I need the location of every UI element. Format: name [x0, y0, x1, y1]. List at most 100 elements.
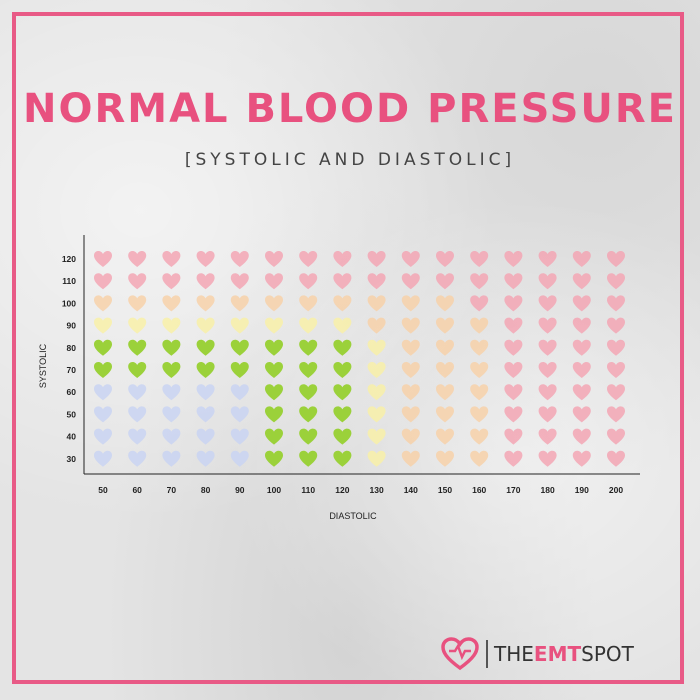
- heart-stage1: [470, 406, 489, 423]
- x-tick-label: 180: [541, 485, 555, 495]
- heart-high: [572, 428, 591, 445]
- x-tick-label: 120: [335, 485, 349, 495]
- heart-high: [196, 273, 215, 290]
- heart-stage1: [162, 295, 181, 312]
- heart-normal: [333, 450, 352, 467]
- heart-normal: [94, 362, 112, 378]
- heart-high: [607, 295, 625, 312]
- heart-normal: [265, 339, 283, 356]
- heart-high: [504, 251, 523, 267]
- heart-high: [538, 317, 557, 334]
- heart-elevated: [367, 339, 386, 356]
- heart-high: [504, 317, 523, 334]
- heart-normal: [333, 362, 352, 378]
- heart-normal: [265, 384, 283, 401]
- heart-high: [162, 251, 181, 267]
- heart-stage1: [436, 428, 454, 445]
- heart-high: [607, 450, 625, 467]
- heart-low: [94, 384, 112, 401]
- heart-stage1: [401, 339, 420, 356]
- heart-stage1: [401, 295, 420, 312]
- x-tick-label: 110: [301, 485, 315, 495]
- heart-stage1: [333, 295, 352, 312]
- heart-high: [572, 317, 591, 334]
- heart-elevated: [299, 317, 318, 334]
- heart-normal: [128, 339, 147, 356]
- heart-normal: [94, 339, 112, 356]
- heart-high: [162, 273, 181, 290]
- heart-high: [572, 384, 591, 401]
- heart-normal: [265, 406, 283, 423]
- heart-normal: [196, 362, 215, 378]
- heart-high: [299, 273, 318, 290]
- heart-low: [162, 450, 181, 467]
- y-tick-label: 80: [67, 343, 77, 353]
- heart-elevated: [367, 384, 386, 401]
- heart-normal: [230, 362, 249, 378]
- heart-normal: [299, 339, 318, 356]
- heart-high: [607, 428, 625, 445]
- heart-high: [607, 384, 625, 401]
- y-tick-label: 120: [62, 254, 76, 264]
- heart-low: [94, 428, 112, 445]
- heart-stage1: [436, 295, 454, 312]
- y-tick-labels: 120 110 100 90 80 70 60 50 40 30: [62, 254, 76, 464]
- heart-low: [196, 406, 215, 423]
- heart-stage1: [230, 295, 249, 312]
- heart-low: [196, 384, 215, 401]
- x-tick-label: 170: [506, 485, 520, 495]
- heart-normal: [299, 362, 318, 378]
- heart-normal: [265, 428, 283, 445]
- heart-stage1: [401, 317, 420, 334]
- heart-elevated: [367, 428, 386, 445]
- heart-high: [572, 362, 591, 378]
- heart-high: [607, 406, 625, 423]
- heart-stage1: [401, 362, 420, 378]
- x-tick-label: 60: [132, 485, 142, 495]
- heart-high: [367, 273, 386, 290]
- heart-normal: [162, 362, 181, 378]
- heart-normal: [299, 450, 318, 467]
- x-tick-label: 100: [267, 485, 281, 495]
- x-tick-label: 150: [438, 485, 452, 495]
- heart-stage1: [128, 295, 147, 312]
- heart-high: [401, 273, 420, 290]
- heart-high: [607, 362, 625, 378]
- x-tick-label: 160: [472, 485, 486, 495]
- heart-stage1: [265, 295, 283, 312]
- heart-high: [538, 362, 557, 378]
- heart-high: [538, 450, 557, 467]
- heart-stage1: [436, 339, 454, 356]
- heart-logo-icon: [441, 637, 479, 671]
- page-title: NORMAL BLOOD PRESSURE: [22, 86, 677, 132]
- brand-name: THEEMTSPOT: [494, 642, 634, 666]
- heart-normal: [333, 384, 352, 401]
- heart-stage1: [401, 450, 420, 467]
- heart-high: [572, 295, 591, 312]
- heart-low: [94, 406, 112, 423]
- heart-high: [538, 428, 557, 445]
- heart-low: [230, 428, 249, 445]
- brand-part-1: THE: [494, 642, 534, 666]
- heart-low: [230, 450, 249, 467]
- heart-high: [504, 428, 523, 445]
- heart-high: [333, 273, 352, 290]
- x-axis-label: DIASTOLIC: [329, 511, 377, 521]
- heart-normal: [299, 406, 318, 423]
- heart-high: [504, 273, 523, 290]
- heart-high: [470, 295, 489, 312]
- heart-normal: [265, 450, 283, 467]
- heart-low: [196, 428, 215, 445]
- heart-high: [572, 273, 591, 290]
- heart-normal: [333, 339, 352, 356]
- heart-elevated: [367, 406, 386, 423]
- heart-low: [230, 406, 249, 423]
- heart-high: [265, 251, 283, 267]
- heart-elevated: [128, 317, 147, 334]
- logo-divider: [486, 640, 488, 668]
- y-tick-label: 60: [67, 387, 77, 397]
- heart-stage1: [470, 317, 489, 334]
- heart-low: [128, 450, 147, 467]
- heart-low: [196, 450, 215, 467]
- heart-high: [367, 251, 386, 267]
